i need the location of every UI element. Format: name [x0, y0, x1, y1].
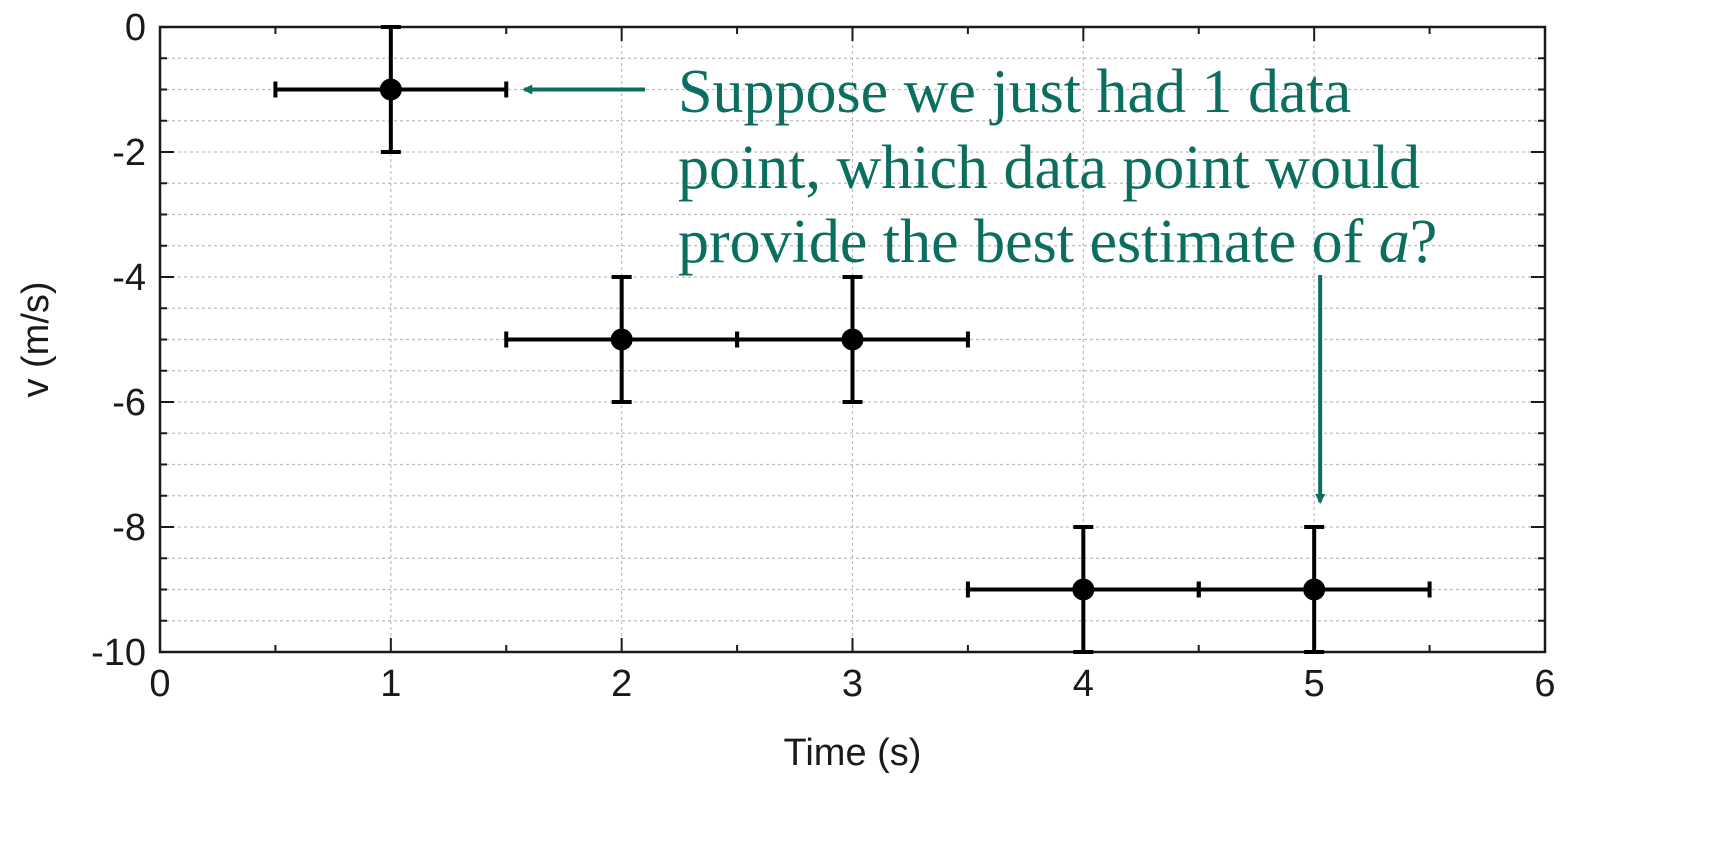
data-point-group [504, 275, 740, 404]
data-point-marker [1303, 578, 1326, 601]
data-point-marker [841, 328, 864, 351]
y-axis-label: v (m/s) [15, 281, 57, 397]
data-point-marker [610, 328, 633, 351]
data-point-marker [1072, 578, 1095, 601]
data-point-group [965, 525, 1201, 654]
data-point-group [273, 25, 509, 154]
annotation: Suppose we just had 1 data point, which … [522, 58, 1437, 504]
x-tick-label: 0 [149, 663, 170, 705]
annotation-line-3-text: provide the best estimate of [678, 208, 1379, 276]
y-tick-label: -2 [112, 132, 146, 174]
data-points [273, 25, 1432, 654]
data-point-marker [379, 78, 402, 101]
x-tick-label: 5 [1304, 663, 1325, 705]
y-tick-label: -6 [112, 382, 146, 424]
annotation-question-mark: ? [1410, 208, 1438, 276]
data-point-group [1196, 525, 1432, 654]
x-tick-label: 3 [842, 663, 863, 705]
annotation-line-3: provide the best estimate of a? [678, 208, 1437, 276]
y-tick-label: -8 [112, 507, 146, 549]
x-tick-label: 4 [1073, 663, 1094, 705]
annotation-line-1: Suppose we just had 1 data [678, 58, 1351, 126]
x-tick-label: 2 [611, 663, 632, 705]
annotation-line-2: point, which data point would [678, 134, 1420, 202]
y-tick-label: -4 [112, 257, 146, 299]
annotation-symbol-a: a [1379, 208, 1410, 276]
x-axis-label: Time (s) [784, 732, 922, 774]
y-tick-label: 0 [125, 7, 146, 49]
x-tick-label: 1 [380, 663, 401, 705]
y-tick-label: -10 [91, 632, 146, 674]
data-point-group [735, 275, 970, 404]
x-tick-label: 6 [1534, 663, 1555, 705]
